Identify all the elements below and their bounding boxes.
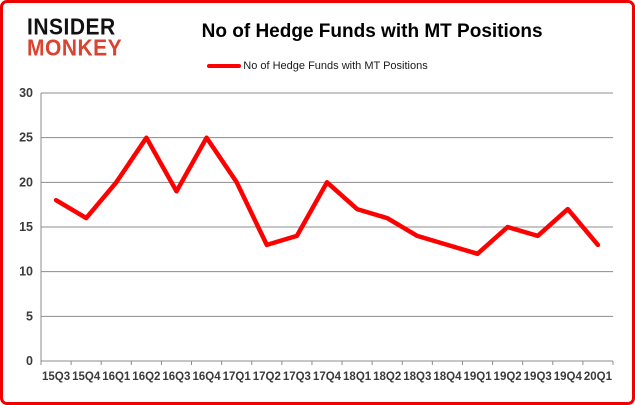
logo-line-insider: INSIDER <box>27 15 116 41</box>
x-tick-label: 16Q1 <box>102 371 131 383</box>
y-tick-label: 20 <box>19 175 33 189</box>
x-tick-label: 19Q2 <box>494 371 522 383</box>
series-line-hedge-funds <box>53 135 601 257</box>
y-tick-label: 15 <box>19 220 33 234</box>
x-tick-label: 16Q2 <box>132 371 160 383</box>
x-tick-label: 16Q4 <box>193 371 222 383</box>
header: INSIDER MONKEY No of Hedge Funds with MT… <box>27 11 622 61</box>
x-tick-label: 18Q3 <box>403 371 431 383</box>
x-tick-label: 15Q4 <box>72 371 101 383</box>
chart-legend: No of Hedge Funds with MT Positions <box>3 60 632 72</box>
axes <box>40 93 613 362</box>
x-tick-label: 19Q1 <box>463 371 492 383</box>
legend-line-swatch <box>207 64 242 68</box>
x-tick-label: 17Q4 <box>313 371 342 383</box>
logo-line-monkey: MONKEY <box>27 36 123 61</box>
x-axis-labels: 15Q3 15Q4 16Q1 16Q2 16Q3 16Q4 17Q1 17Q2 17Q3 17Q4… <box>42 371 613 383</box>
x-tick-label: 18Q4 <box>433 371 462 383</box>
x-tick-label: 20Q1 <box>584 371 613 383</box>
page-title: No of Hedge Funds with MT Positions <box>201 21 543 42</box>
y-axis-labels: 0 5 10 15 20 25 30 <box>19 86 33 368</box>
x-tick-label: 18Q1 <box>343 371 372 383</box>
gridlines <box>41 92 613 317</box>
x-tick-label: 17Q1 <box>223 371 252 383</box>
y-tick-label: 0 <box>26 354 33 368</box>
x-tick-label: 17Q2 <box>253 371 281 383</box>
x-tick-label: 16Q3 <box>162 371 190 383</box>
x-tick-label: 17Q3 <box>283 371 311 383</box>
insider-monkey-logo: INSIDER MONKEY <box>27 15 123 61</box>
chart-canvas: 0 5 10 15 20 25 30 15Q3 15Q4 16Q1 16Q2 16Q3 16Q4 17Q1… <box>19 86 614 383</box>
x-tick-label: 19Q4 <box>554 371 583 383</box>
legend-label: No of Hedge Funds with MT Positions <box>243 60 428 72</box>
x-tick-label: 18Q2 <box>373 371 401 383</box>
y-tick-label: 25 <box>19 131 33 145</box>
y-tick-label: 10 <box>19 265 33 279</box>
y-tick-label: 30 <box>19 86 33 100</box>
x-tick-label: 19Q3 <box>524 371 552 383</box>
y-tick-label: 5 <box>26 309 33 323</box>
x-axis-ticks <box>40 361 614 365</box>
x-tick-label: 15Q3 <box>42 371 70 383</box>
